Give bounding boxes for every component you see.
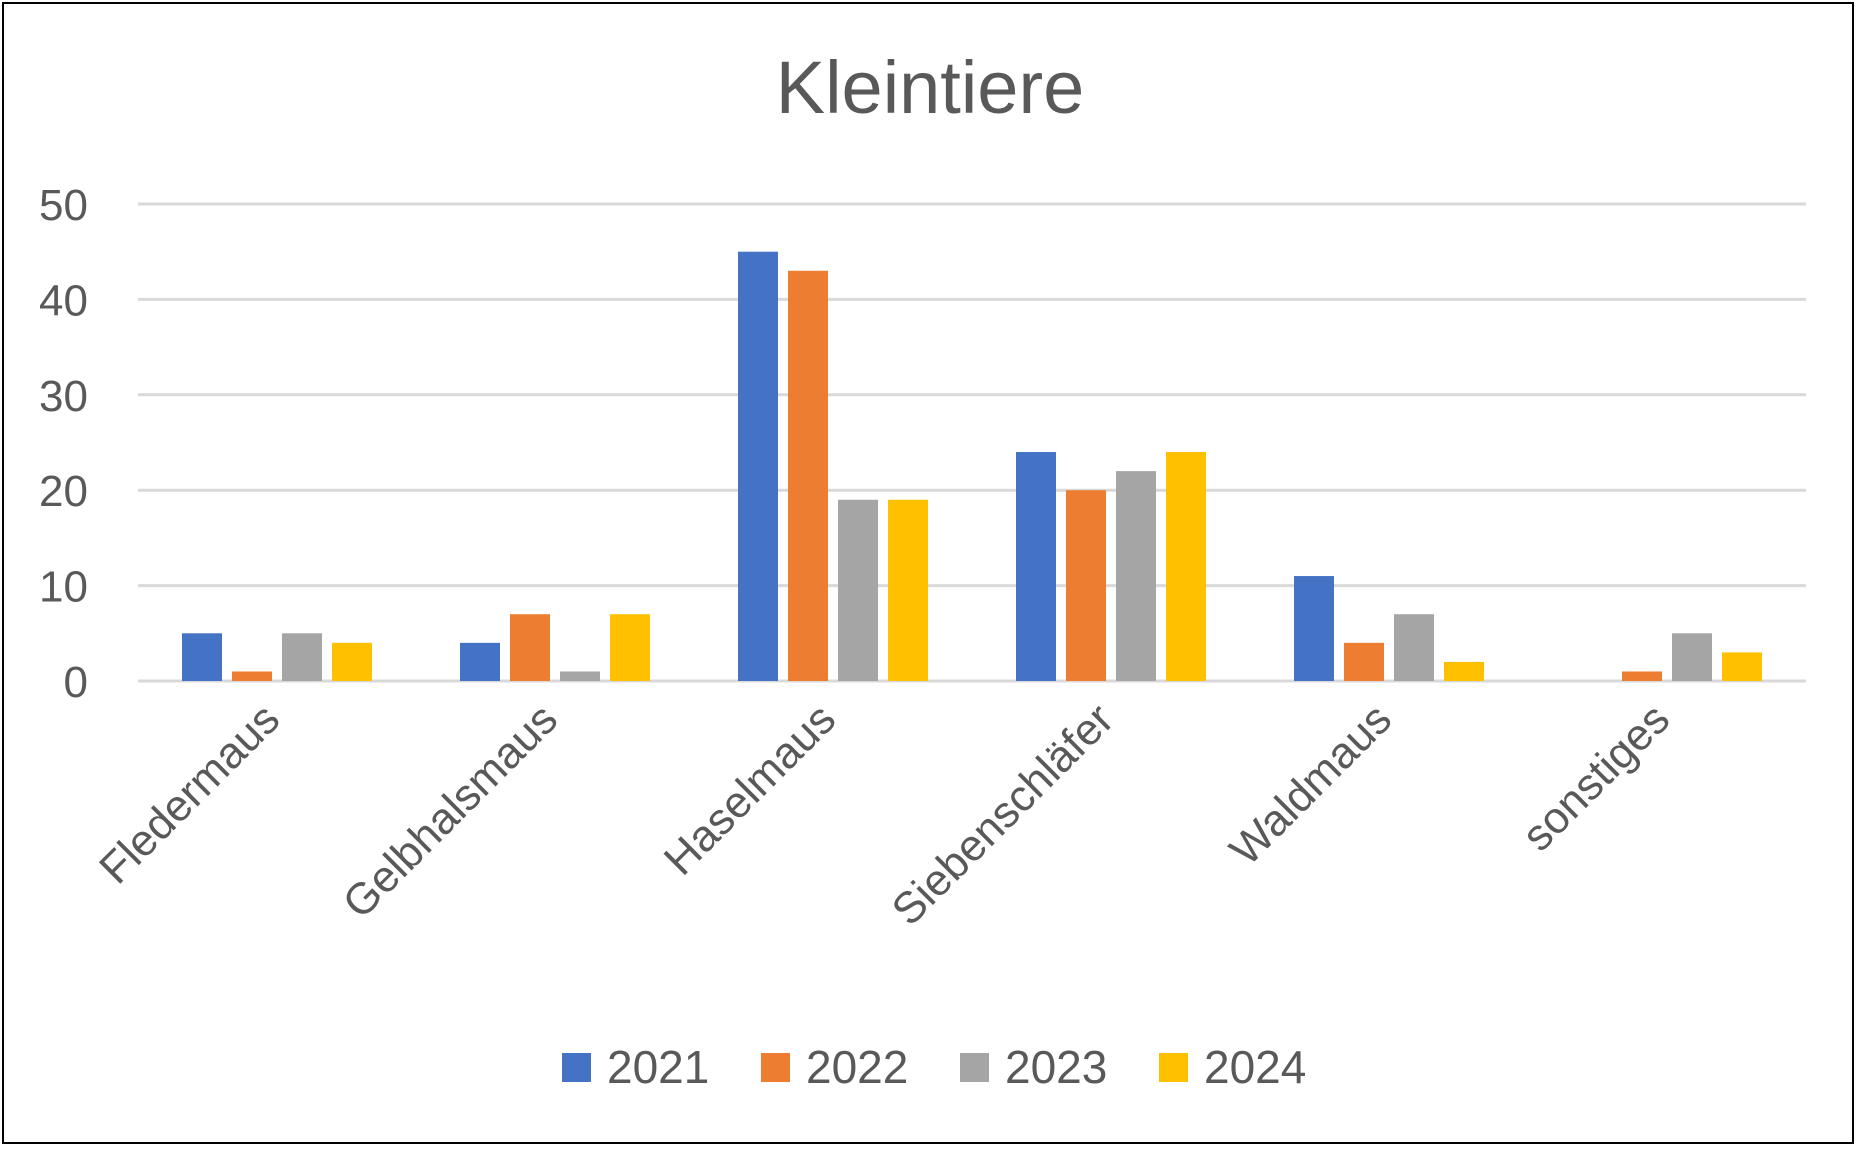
bar-2024 bbox=[332, 642, 372, 681]
bar-2021 bbox=[182, 633, 222, 681]
bar-2023 bbox=[1394, 614, 1434, 681]
bar-2021 bbox=[738, 251, 778, 681]
bar-2023 bbox=[1116, 471, 1156, 681]
bar-2024 bbox=[610, 614, 650, 681]
bar-2023 bbox=[838, 499, 878, 681]
x-tick-label: Gelbhalsmaus bbox=[334, 694, 568, 928]
legend-label: 2021 bbox=[607, 1041, 709, 1093]
bar-2022 bbox=[1344, 642, 1384, 681]
bar-2023 bbox=[560, 671, 600, 681]
x-tick-label: Fledermaus bbox=[90, 694, 289, 893]
legend-swatch-2024 bbox=[1159, 1053, 1188, 1082]
bar-2022 bbox=[232, 671, 272, 681]
legend-swatch-2021 bbox=[562, 1053, 591, 1082]
bar-2021 bbox=[1016, 452, 1056, 681]
x-tick-label: Siebenschläfer bbox=[883, 694, 1123, 934]
bar-2022 bbox=[1622, 671, 1662, 681]
y-tick-label: 20 bbox=[39, 467, 88, 516]
bar-2022 bbox=[510, 614, 550, 681]
y-tick-label: 10 bbox=[39, 563, 88, 612]
bar-2024 bbox=[1444, 661, 1484, 681]
bar-2021 bbox=[1294, 576, 1334, 681]
bar-2022 bbox=[1066, 490, 1106, 681]
bar-2023 bbox=[1672, 633, 1712, 681]
x-tick-label: sonstiges bbox=[1513, 694, 1679, 860]
bar-2021 bbox=[460, 642, 500, 681]
x-tick-label: Haselmaus bbox=[655, 694, 845, 884]
legend-label: 2024 bbox=[1204, 1041, 1306, 1093]
legend-swatch-2023 bbox=[960, 1053, 989, 1082]
bar-2024 bbox=[1722, 652, 1762, 681]
y-tick-label: 30 bbox=[39, 372, 88, 421]
legend-label: 2022 bbox=[806, 1041, 908, 1093]
bar-2023 bbox=[282, 633, 322, 681]
bar-2024 bbox=[888, 499, 928, 681]
bar-2022 bbox=[788, 270, 828, 681]
chart-title: Kleintiere bbox=[776, 46, 1085, 129]
y-tick-label: 50 bbox=[39, 181, 88, 230]
bar-2024 bbox=[1166, 452, 1206, 681]
y-tick-label: 0 bbox=[64, 658, 88, 707]
y-tick-label: 40 bbox=[39, 276, 88, 325]
x-tick-label: Waldmaus bbox=[1221, 694, 1401, 874]
legend-swatch-2022 bbox=[761, 1053, 790, 1082]
legend-label: 2023 bbox=[1005, 1041, 1107, 1093]
